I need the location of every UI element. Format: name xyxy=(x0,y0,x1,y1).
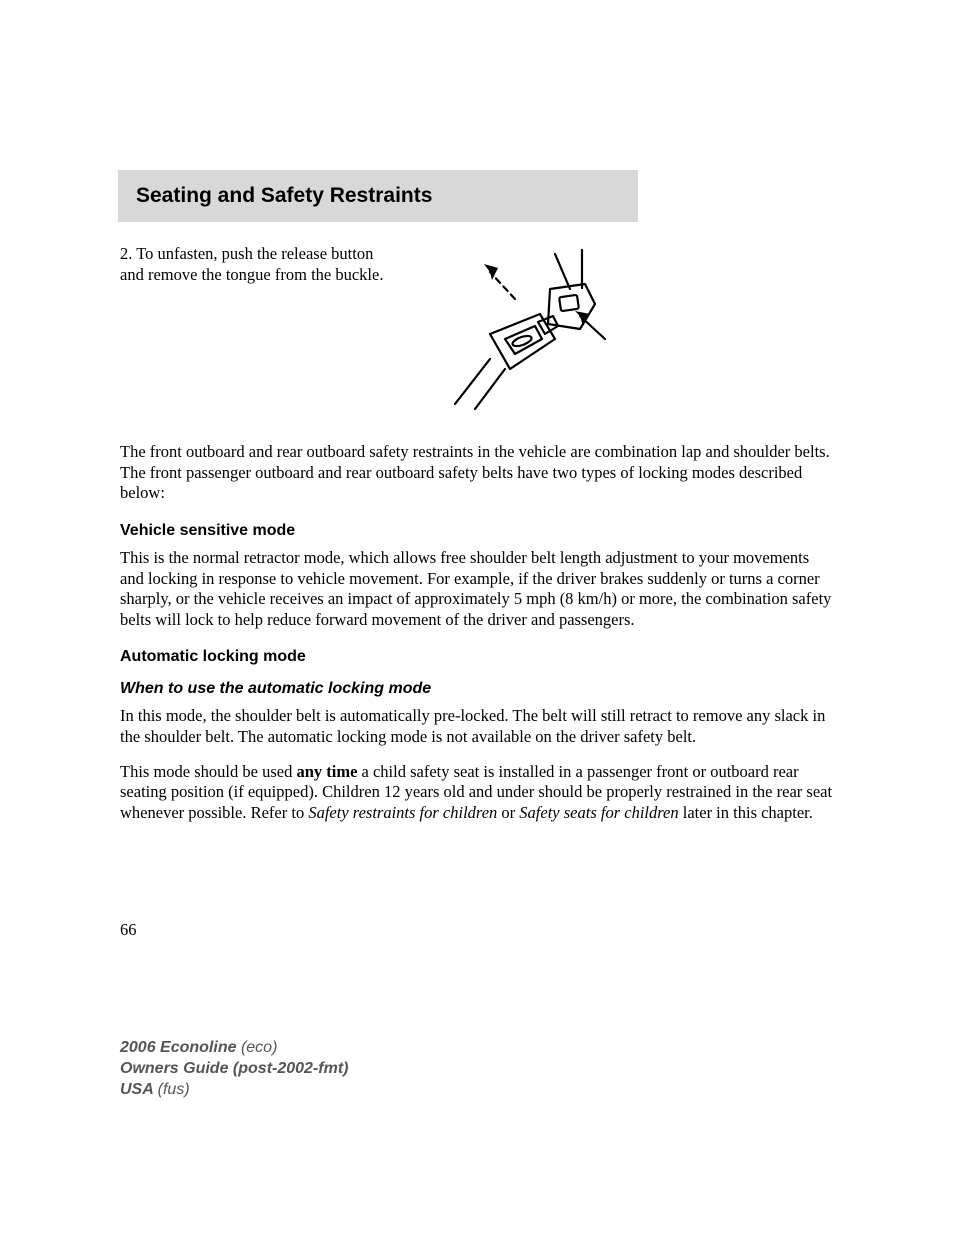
page-content: Seating and Safety Restraints 2. To unfa… xyxy=(0,0,954,824)
footer-code3: (fus) xyxy=(158,1081,190,1098)
auto-locking-p1: In this mode, the shoulder belt is autom… xyxy=(120,706,834,747)
outboard-paragraph: The front outboard and rear outboard saf… xyxy=(120,442,834,504)
page-number: 66 xyxy=(120,920,137,940)
footer-code1: (eco) xyxy=(241,1039,277,1056)
step-text: 2. To unfasten, push the release button … xyxy=(120,244,390,414)
seatbelt-buckle-illustration xyxy=(420,244,630,414)
p2-italic2: Safety seats for children xyxy=(519,803,678,822)
step-block: 2. To unfasten, push the release button … xyxy=(120,244,834,414)
footer: 2006 Econoline (eco) Owners Guide (post-… xyxy=(120,1038,348,1100)
p2-bold: any time xyxy=(296,762,357,781)
p2-italic1: Safety restraints for children xyxy=(308,803,497,822)
auto-locking-heading: Automatic locking mode xyxy=(120,648,834,666)
p2-or: or xyxy=(497,803,519,822)
p2-pre: This mode should be used xyxy=(120,762,296,781)
footer-line3: USA (fus) xyxy=(120,1080,348,1101)
auto-locking-subheading: When to use the automatic locking mode xyxy=(120,680,834,698)
section-title: Seating and Safety Restraints xyxy=(136,184,620,208)
section-header-band: Seating and Safety Restraints xyxy=(118,170,638,222)
footer-model: 2006 Econoline xyxy=(120,1039,241,1056)
p2-end: later in this chapter. xyxy=(679,803,813,822)
vehicle-sensitive-body: This is the normal retractor mode, which… xyxy=(120,548,834,631)
footer-line2: Owners Guide (post-2002-fmt) xyxy=(120,1059,348,1080)
auto-locking-p2: This mode should be used any time a chil… xyxy=(120,762,834,824)
vehicle-sensitive-heading: Vehicle sensitive mode xyxy=(120,522,834,540)
footer-line1: 2006 Econoline (eco) xyxy=(120,1038,348,1059)
footer-region: USA xyxy=(120,1081,158,1098)
